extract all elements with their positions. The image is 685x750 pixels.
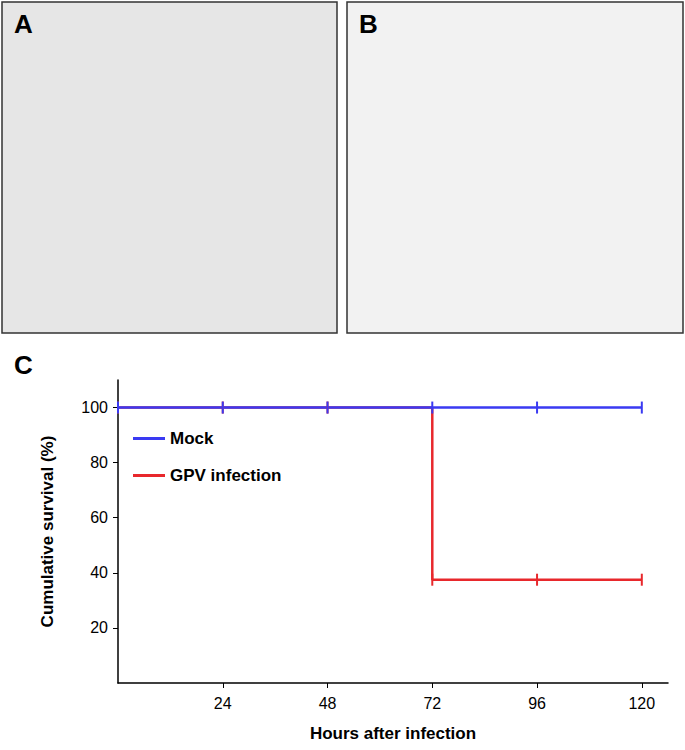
svg-text:60: 60 <box>90 509 108 526</box>
svg-text:96: 96 <box>528 695 546 712</box>
svg-text:Mock: Mock <box>170 429 214 448</box>
svg-text:100: 100 <box>81 399 108 416</box>
svg-text:A: A <box>14 9 33 39</box>
svg-text:24: 24 <box>214 695 232 712</box>
svg-text:Hours after infection: Hours after infection <box>310 724 476 743</box>
svg-text:48: 48 <box>319 695 337 712</box>
svg-text:20: 20 <box>90 619 108 636</box>
svg-text:B: B <box>359 9 378 39</box>
svg-text:40: 40 <box>90 564 108 581</box>
svg-text:80: 80 <box>90 454 108 471</box>
svg-text:C: C <box>14 350 33 380</box>
svg-text:GPV infection: GPV infection <box>170 466 281 485</box>
svg-text:72: 72 <box>423 695 441 712</box>
svg-text:120: 120 <box>628 695 655 712</box>
svg-text:Cumulative survival (%): Cumulative survival (%) <box>38 436 57 628</box>
